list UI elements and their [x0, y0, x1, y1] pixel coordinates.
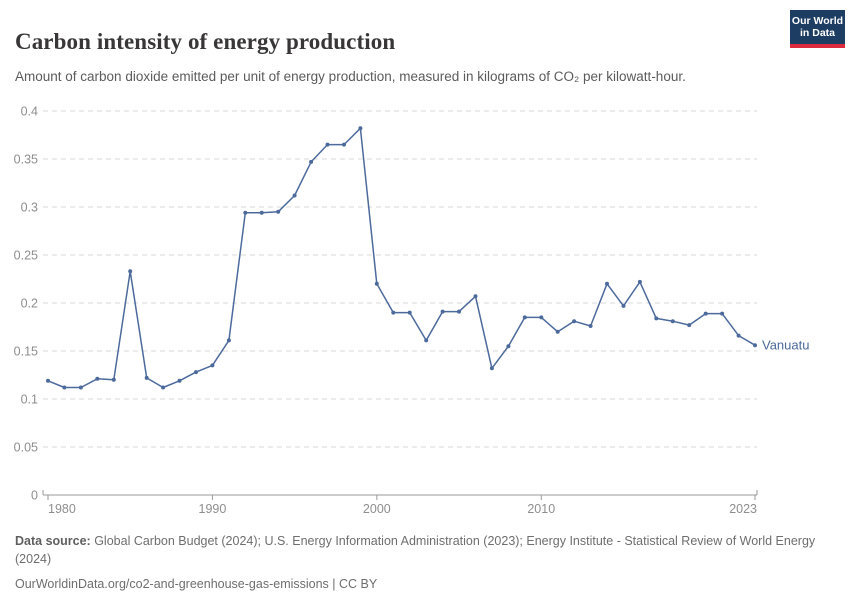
data-point [457, 309, 461, 314]
data-point [391, 310, 396, 315]
data-point [687, 323, 692, 328]
data-point [95, 376, 100, 381]
y-tick-label: 0.2 [21, 297, 38, 311]
data-point [161, 385, 166, 390]
data-point [177, 378, 182, 383]
y-tick-label: 0.25 [14, 249, 38, 263]
x-tick-label: 2010 [527, 502, 555, 516]
data-point [605, 281, 609, 286]
y-tick-label: 0.05 [14, 441, 38, 455]
line-chart: 0 0.05 0.1 0.15 0.2 0.25 0.3 0.35 0.4 1980 1990 200… [14, 105, 810, 517]
data-point [588, 324, 593, 328]
data-point [374, 281, 379, 286]
data-point [670, 319, 675, 324]
data-point [259, 210, 264, 215]
data-point [489, 366, 494, 371]
data-point [62, 385, 67, 390]
data-point [276, 209, 281, 214]
data-point [440, 309, 445, 314]
data-source-text: Global Carbon Budget (2024); U.S. Energy… [15, 534, 816, 566]
data-point [720, 311, 725, 316]
data-point [325, 142, 330, 147]
x-tick-label: 2023 [729, 502, 757, 516]
data-point [407, 310, 412, 315]
y-tick-label: 0.35 [14, 153, 38, 167]
data-point [358, 126, 363, 131]
data-point [654, 316, 659, 321]
y-tick-label: 0.4 [21, 105, 38, 119]
chart-title: Carbon intensity of energy production [15, 29, 396, 55]
data-point [539, 315, 544, 320]
data-point [572, 319, 577, 324]
owid-logo: Our World in Data [790, 10, 845, 48]
y-tick-label: 0 [31, 489, 38, 503]
data-point [424, 338, 429, 343]
x-tick-label: 2000 [363, 502, 391, 516]
citation-line: OurWorldinData.org/co2-and-greenhouse-ga… [15, 577, 378, 591]
chart-subtitle: Amount of carbon dioxide emitted per uni… [15, 68, 686, 84]
data-point [46, 378, 50, 383]
y-tick-label: 0.1 [21, 393, 38, 407]
series-line [47, 127, 756, 389]
data-point [78, 385, 83, 390]
y-axis-labels: 0 0.05 0.1 0.15 0.2 0.25 0.3 0.35 0.4 [14, 105, 38, 503]
data-source-line: Data source: Global Carbon Budget (2024)… [15, 532, 837, 568]
owid-logo-text: Our World in Data [791, 14, 844, 40]
data-point [621, 303, 626, 308]
series-vanuatu: Vanuatu [46, 126, 809, 390]
data-point [144, 375, 149, 380]
y-tick-label: 0.3 [21, 201, 38, 215]
footer: Data source: Global Carbon Budget (2024)… [15, 532, 837, 593]
data-point [522, 315, 527, 320]
data-point [555, 329, 560, 334]
x-tick-label: 1990 [199, 502, 227, 516]
data-point [210, 363, 215, 368]
data-point [736, 333, 741, 338]
data-source-label: Data source: [15, 534, 91, 548]
gridlines [43, 110, 757, 496]
x-axis: 1980 1990 2000 2010 2023 [42, 490, 758, 516]
data-point [243, 210, 248, 215]
data-point [309, 159, 314, 164]
data-point [637, 279, 642, 284]
data-point [292, 193, 297, 198]
data-point [473, 294, 478, 299]
data-point [703, 311, 708, 316]
data-point [111, 377, 116, 382]
data-point [753, 343, 757, 348]
data-point [194, 370, 198, 375]
data-point [506, 344, 511, 349]
data-point [342, 142, 346, 147]
x-tick-label: 1980 [48, 502, 76, 516]
data-point [128, 269, 133, 274]
data-point [226, 338, 231, 343]
y-tick-label: 0.15 [14, 345, 38, 359]
series-end-label: Vanuatu [762, 338, 809, 353]
